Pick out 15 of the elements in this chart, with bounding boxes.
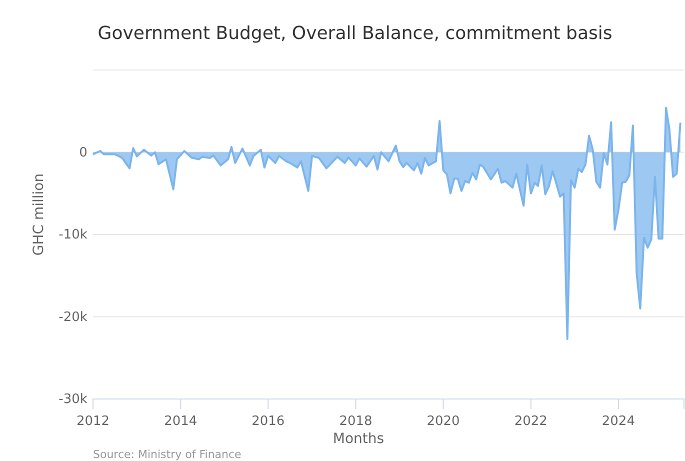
y-axis-title: GHC million xyxy=(31,173,47,256)
x-tick-label: 2014 xyxy=(164,414,198,429)
x-tick-label: 2022 xyxy=(514,414,548,429)
y-tick-label: -10k xyxy=(58,228,88,243)
x-tick-label: 2012 xyxy=(76,414,110,429)
chart-title: Government Budget, Overall Balance, commitment basis xyxy=(98,23,612,44)
source-note: Source: Ministry of Finance xyxy=(93,448,242,461)
x-tick-label: 2020 xyxy=(426,414,460,429)
y-tick-label: -20k xyxy=(58,310,88,325)
y-tick-label: -30k xyxy=(58,392,88,408)
x-tick-label: 2024 xyxy=(602,414,635,429)
y-tick-label: 0 xyxy=(79,145,88,160)
x-tick-label: 2018 xyxy=(339,414,372,429)
x-axis-title: Months xyxy=(332,431,384,447)
x-tick-label: 2016 xyxy=(252,414,285,429)
